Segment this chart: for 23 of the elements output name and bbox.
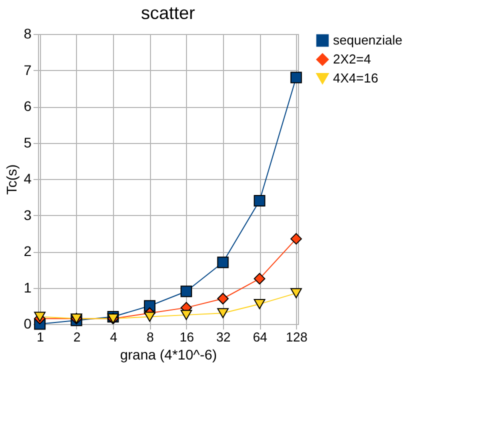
legend-label: sequenziale xyxy=(333,32,402,48)
y-tick-label: 1 xyxy=(24,279,32,296)
legend-label: 4X4=16 xyxy=(333,70,378,86)
x-tick-label: 16 xyxy=(180,330,194,344)
x-tick-label: 4 xyxy=(110,330,118,344)
y-tick-label: 8 xyxy=(24,26,32,42)
x-tick-label: 2 xyxy=(73,330,81,344)
y-tick-label: 3 xyxy=(24,206,32,223)
y-tick-label: 4 xyxy=(24,170,32,186)
legend-label: 2X2=4 xyxy=(333,52,371,66)
x-tick-label: 128 xyxy=(286,330,308,344)
y-tick-label: 7 xyxy=(24,62,32,78)
y-tick-label: 0 xyxy=(24,316,32,332)
x-tick-label: 1 xyxy=(36,330,44,344)
chart-title: scatter xyxy=(140,3,196,23)
y-tick-label: 5 xyxy=(24,134,32,150)
x-tick-label: 8 xyxy=(146,330,154,344)
y-tick-label: 2 xyxy=(24,243,32,259)
x-axis-title: grana (4*10^-6) xyxy=(120,346,217,362)
y-tick-label: 6 xyxy=(24,98,32,114)
y-axis-title: Tc(s) xyxy=(4,164,20,195)
x-tick-label: 64 xyxy=(252,330,268,344)
x-tick-label: 32 xyxy=(216,330,231,344)
